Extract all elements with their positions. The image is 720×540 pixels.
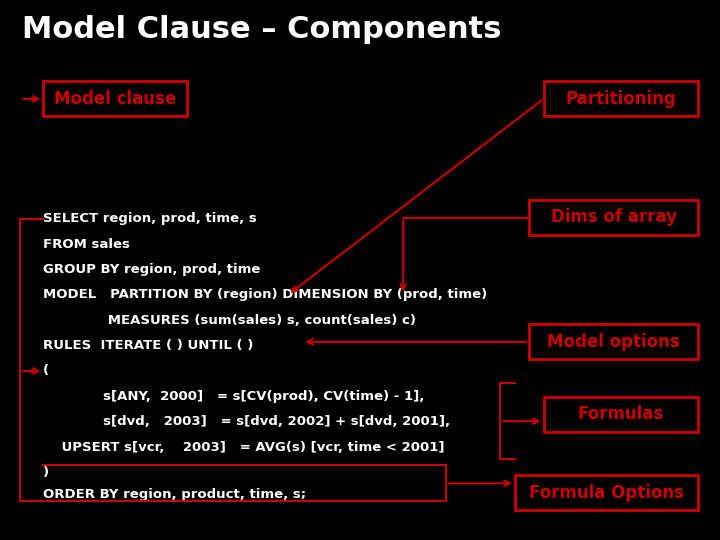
FancyBboxPatch shape <box>529 324 698 359</box>
Text: SELECT region, prod, time, s: SELECT region, prod, time, s <box>43 212 257 225</box>
Text: RULES  ITERATE ( ) UNTIL ( ): RULES ITERATE ( ) UNTIL ( ) <box>43 339 253 352</box>
FancyBboxPatch shape <box>515 475 698 510</box>
Text: ): ) <box>43 466 50 479</box>
Text: FROM sales: FROM sales <box>43 238 130 251</box>
Text: Model clause: Model clause <box>54 90 176 107</box>
Text: s[dvd,   2003]   = s[dvd, 2002] + s[dvd, 2001],: s[dvd, 2003] = s[dvd, 2002] + s[dvd, 200… <box>43 415 450 428</box>
Text: MEASURES (sum(sales) s, count(sales) c): MEASURES (sum(sales) s, count(sales) c) <box>43 314 416 327</box>
Text: Formulas: Formulas <box>578 406 664 423</box>
FancyBboxPatch shape <box>43 81 187 116</box>
Text: Model Clause – Components: Model Clause – Components <box>22 15 501 44</box>
Text: MODEL   PARTITION BY (region) DIMENSION BY (prod, time): MODEL PARTITION BY (region) DIMENSION BY… <box>43 288 487 301</box>
Text: Partitioning: Partitioning <box>566 90 676 107</box>
Text: Model options: Model options <box>547 333 680 350</box>
Text: (: ( <box>43 364 50 377</box>
Text: GROUP BY region, prod, time: GROUP BY region, prod, time <box>43 263 261 276</box>
FancyBboxPatch shape <box>544 397 698 432</box>
Text: Dims of array: Dims of array <box>551 208 677 226</box>
FancyBboxPatch shape <box>544 81 698 116</box>
Text: ORDER BY region, product, time, s;: ORDER BY region, product, time, s; <box>43 488 306 501</box>
FancyBboxPatch shape <box>529 200 698 235</box>
Text: Formula Options: Formula Options <box>529 484 684 502</box>
Text: UPSERT s[vcr,    2003]   = AVG(s) [vcr, time < 2001]: UPSERT s[vcr, 2003] = AVG(s) [vcr, time … <box>43 441 445 454</box>
Text: s[ANY,  2000]   = s[CV(prod), CV(time) - 1],: s[ANY, 2000] = s[CV(prod), CV(time) - 1]… <box>43 390 425 403</box>
